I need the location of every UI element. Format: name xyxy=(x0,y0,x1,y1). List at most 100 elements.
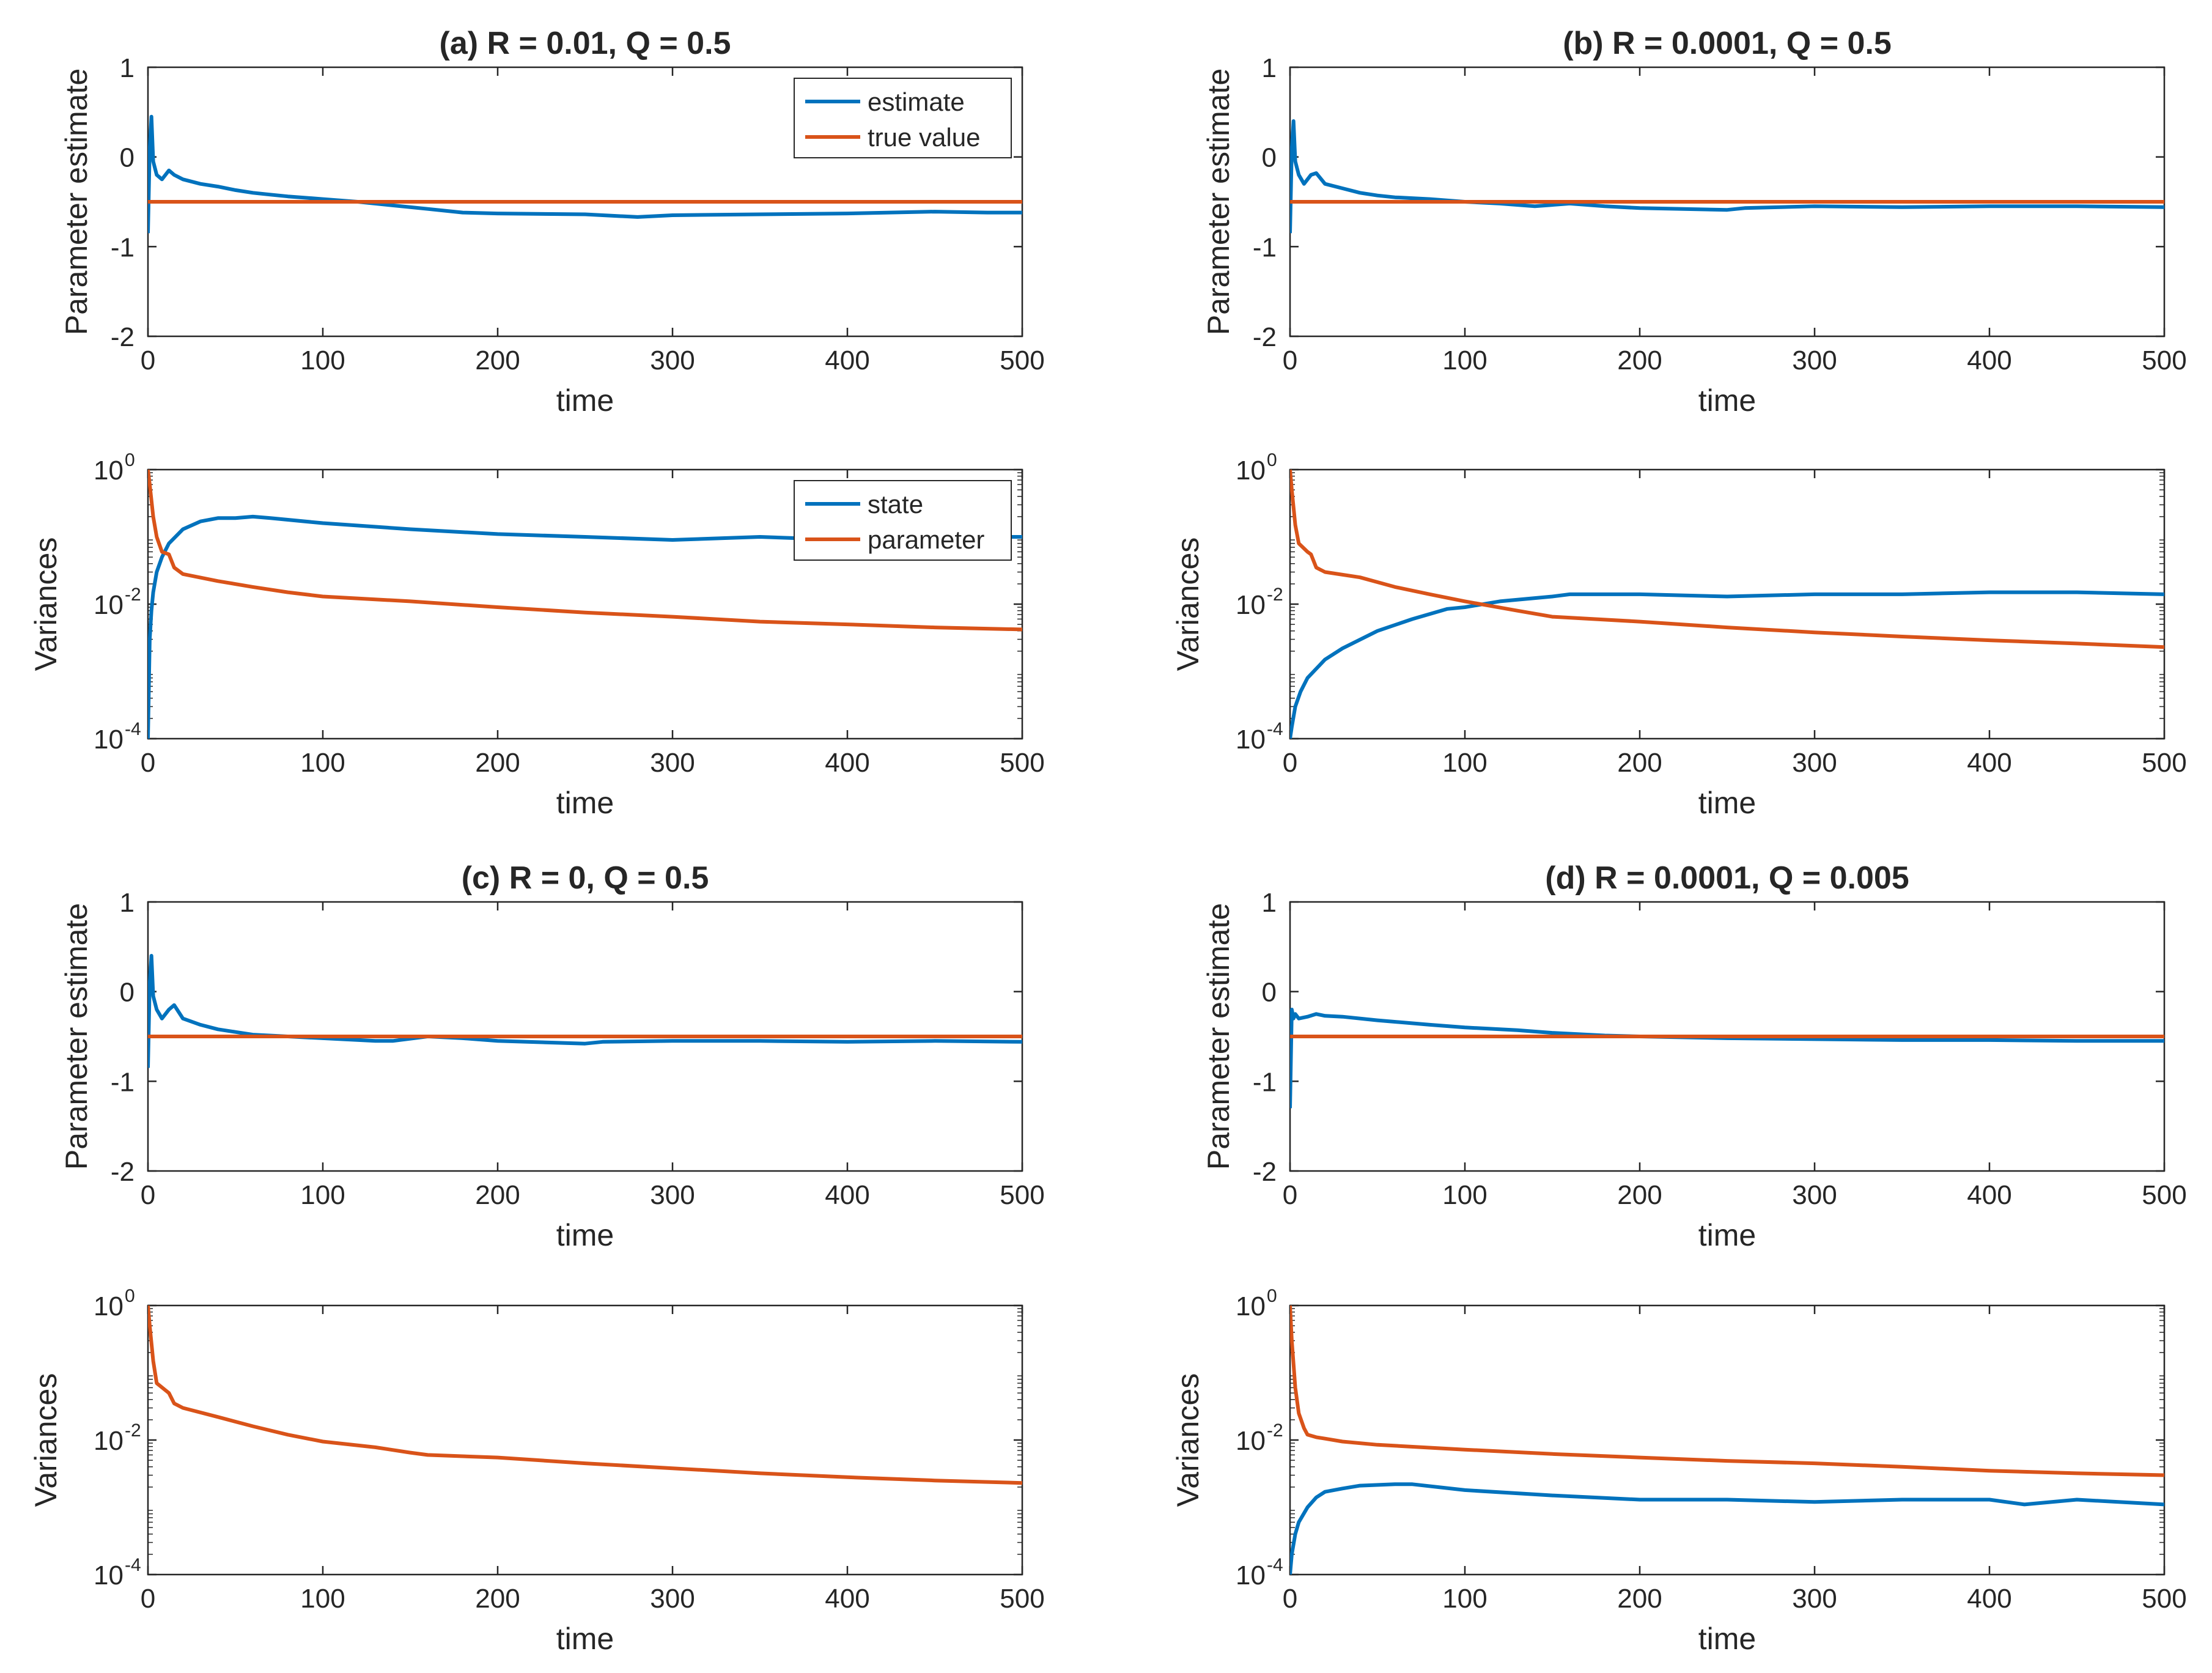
legend-label: parameter xyxy=(868,525,984,554)
x-tick-label: 0 xyxy=(141,345,155,375)
series-group xyxy=(148,114,1022,234)
x-tick-label: 200 xyxy=(475,345,520,375)
legend-label: estimate xyxy=(868,87,965,116)
x-tick-label: 300 xyxy=(650,1180,695,1210)
x-tick-label: 400 xyxy=(825,1180,869,1210)
series-line-state xyxy=(1290,1482,2164,1575)
x-axis-label: time xyxy=(556,786,614,820)
x-tick-label: 200 xyxy=(1617,1584,1662,1614)
x-axis-label: time xyxy=(556,1622,614,1656)
series-group xyxy=(1290,119,2164,234)
x-tick-label: 200 xyxy=(475,748,520,778)
x-tick-label: 300 xyxy=(650,1584,695,1614)
x-tick-label: 100 xyxy=(1442,1584,1487,1614)
x-tick-label: 100 xyxy=(300,1180,345,1210)
x-tick-label: 500 xyxy=(2142,748,2186,778)
x-axis-label: time xyxy=(1698,786,1756,820)
x-tick-label: 0 xyxy=(1283,1180,1297,1210)
x-tick-label: 500 xyxy=(2142,1180,2186,1210)
x-tick-label: 100 xyxy=(300,1584,345,1614)
y-tick-exponent: 0 xyxy=(125,450,135,470)
y-tick-label: 10 xyxy=(94,456,124,486)
y-tick-exponent: -4 xyxy=(125,719,141,739)
y-tick-label: 10 xyxy=(94,1291,124,1321)
plot-frame xyxy=(1289,1304,2166,1576)
y-tick-exponent: 0 xyxy=(125,1286,135,1306)
x-tick-label: 100 xyxy=(300,748,345,778)
series-group xyxy=(148,470,1022,739)
x-tick-label: 500 xyxy=(1000,748,1044,778)
x-tick-label: 300 xyxy=(1792,345,1837,375)
series-line-state xyxy=(148,514,1022,739)
y-tick-label: 10 xyxy=(94,725,124,755)
series-line-estimate xyxy=(1290,119,2164,234)
x-tick-label: 200 xyxy=(1617,748,1662,778)
x-tick-label: 100 xyxy=(300,345,345,375)
y-tick-exponent: -4 xyxy=(125,1555,141,1575)
y-tick-label: -2 xyxy=(1253,322,1277,352)
y-tick-exponent: 0 xyxy=(1267,1286,1277,1306)
x-tick-label: 0 xyxy=(1283,345,1297,375)
series-line-parameter xyxy=(1290,470,2164,649)
y-axis-label: Parameter estimate xyxy=(1201,903,1236,1170)
y-tick-label: 10 xyxy=(94,1560,124,1590)
x-tick-label: 400 xyxy=(1967,1584,2011,1614)
y-axis-label: Variances xyxy=(1171,537,1205,671)
panel-b-parameter-estimate: 0 100 200 300 400 500 -2 -1 0 1 (b) R = 0.0001, Q … xyxy=(1201,26,2187,418)
y-tick-exponent: -4 xyxy=(1267,719,1283,739)
legend: estimate true value xyxy=(794,78,1012,158)
y-tick-label: 10 xyxy=(1236,456,1266,486)
series-group xyxy=(148,1306,1022,1485)
y-tick-exponent: 0 xyxy=(1267,450,1277,470)
series-line-estimate xyxy=(1290,1008,2164,1109)
x-tick-label: 0 xyxy=(141,1584,155,1614)
y-tick-exponent: -2 xyxy=(125,1420,141,1441)
x-tick-label: 0 xyxy=(1283,748,1297,778)
y-axis-label: Parameter estimate xyxy=(59,903,94,1170)
y-tick-label: -2 xyxy=(1253,1157,1277,1187)
series-group xyxy=(148,954,1022,1068)
panel-title: (b) R = 0.0001, Q = 0.5 xyxy=(1563,26,1892,61)
y-tick-label: 1 xyxy=(120,888,135,918)
x-tick-label: 0 xyxy=(141,748,155,778)
y-axis-label: Variances xyxy=(29,537,63,671)
series-group xyxy=(1290,1008,2164,1109)
legend-label: state xyxy=(868,490,923,519)
series-line-parameter xyxy=(1290,1306,2164,1477)
x-axis-label: time xyxy=(556,383,614,418)
x-axis-label: time xyxy=(1698,1218,1756,1252)
y-tick-label: 10 xyxy=(94,1426,124,1456)
y-tick-label: 10 xyxy=(1236,725,1266,755)
x-axis-label: time xyxy=(556,1218,614,1252)
x-tick-label: 400 xyxy=(825,748,869,778)
y-tick-label: 10 xyxy=(1236,590,1266,620)
y-tick-label: 1 xyxy=(1262,53,1277,83)
x-tick-label: 500 xyxy=(2142,345,2186,375)
series-group xyxy=(1290,470,2164,739)
x-tick-label: 200 xyxy=(1617,345,1662,375)
y-tick-label: 1 xyxy=(1262,888,1277,918)
x-tick-label: 300 xyxy=(1792,1180,1837,1210)
y-tick-label: 0 xyxy=(120,978,135,1008)
series-line-estimate xyxy=(148,114,1022,234)
y-tick-label: 10 xyxy=(1236,1426,1266,1456)
x-tick-label: 0 xyxy=(1283,1584,1297,1614)
plot-frame xyxy=(147,1304,1023,1576)
y-tick-label: 0 xyxy=(1262,978,1277,1008)
y-axis-label: Variances xyxy=(29,1373,63,1507)
legend-box xyxy=(794,78,1012,158)
y-tick-exponent: -2 xyxy=(125,585,141,605)
x-tick-label: 400 xyxy=(1967,748,2011,778)
x-tick-label: 300 xyxy=(650,345,695,375)
x-tick-label: 300 xyxy=(1792,1584,1837,1614)
y-tick-label: 10 xyxy=(94,590,124,620)
legend-box xyxy=(794,480,1012,561)
x-axis-label: time xyxy=(1698,1622,1756,1656)
y-tick-label: 0 xyxy=(1262,143,1277,173)
y-axis-label: Parameter estimate xyxy=(59,68,94,335)
y-tick-label: 1 xyxy=(120,53,135,83)
panel-c-parameter-estimate: 0 100 200 300 400 500 -2 -1 0 1 (c) R = 0, Q = 0.5… xyxy=(59,860,1045,1252)
